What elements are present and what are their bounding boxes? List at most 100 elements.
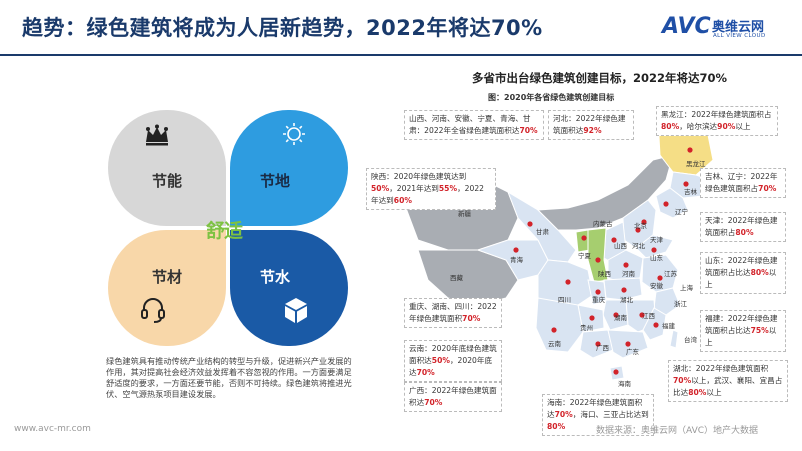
callout-fujian: 福建：2022年绿色建筑面积占比达75%以上 — [700, 310, 786, 352]
callout-value: 70% — [462, 314, 481, 323]
callout-text: 以上 — [705, 268, 777, 289]
province-label: 山西 — [614, 242, 627, 250]
cube-icon — [285, 298, 307, 323]
callout-text: 山东：2022年绿色建筑面积占比达 — [705, 256, 778, 277]
description-text: 绿色建筑具有推动传统产业结构的转型与升级，促进新兴产业发展的作用，其对提高社会经… — [106, 356, 352, 399]
callout-value: 50% — [371, 184, 390, 193]
province-label: 辽宁 — [675, 208, 688, 216]
callout-value: 80% — [688, 388, 707, 397]
province-label: 甘肃 — [536, 228, 549, 236]
callout-value: 80% — [750, 268, 769, 277]
map-pin — [613, 369, 619, 375]
logo-avc-text: AVC — [662, 14, 711, 39]
callout-hainan: 海南：2022年绿色建筑面积达70%，海口、三亚占比达到 80% — [542, 394, 654, 436]
petal-label-energy: 节能 — [152, 172, 183, 190]
province-label: 河南 — [622, 270, 635, 278]
callout-text: ，2020年底达 — [409, 356, 493, 377]
callout-value: 70% — [424, 398, 443, 407]
callout-text: 陕西：2020年绿色建筑达到 — [371, 172, 467, 181]
region-xizang — [417, 249, 519, 306]
map-pin — [595, 257, 601, 263]
map-pin — [641, 219, 647, 225]
callout-value: 70% — [416, 368, 435, 377]
province-label: 北京 — [634, 222, 647, 230]
province-label: 河北 — [632, 242, 645, 250]
map-pin — [657, 275, 663, 281]
province-label: 贵州 — [580, 324, 593, 332]
petal-material: 节材 — [108, 230, 226, 346]
province-label: 天津 — [650, 236, 663, 244]
map-pin — [639, 312, 645, 318]
map-pin — [565, 279, 571, 285]
province-label: 广西 — [596, 344, 609, 352]
province-label: 海南 — [618, 380, 631, 388]
map-pin — [687, 147, 693, 153]
province-label: 上海 — [680, 284, 693, 292]
region-shandong — [635, 234, 674, 259]
map-pin — [581, 235, 587, 241]
map-pins — [513, 147, 693, 375]
callout-text: 以上 — [706, 388, 722, 397]
callout-text: ，2022年达到 — [371, 184, 484, 205]
map-pin — [635, 227, 641, 233]
province-label: 湖北 — [620, 296, 633, 304]
footer-url: www.avc-mr.com — [14, 424, 91, 434]
province-label: 黑龙江 — [686, 160, 706, 168]
petal-label-material: 节材 — [152, 268, 183, 286]
callout-text: 福建：2022年绿色建筑面积占比达 — [705, 314, 778, 335]
callout-value: 70% — [519, 126, 538, 135]
province-label: 广东 — [626, 348, 639, 356]
callout-text: 天津：2022年绿色建筑面积占 — [705, 216, 778, 237]
logo-en-text: ALL VIEW CLOUD — [713, 33, 766, 39]
callout-shanxi-group: 山西、河南、安徽、宁夏、青海、甘肃：2022年全省绿色建筑面积达70% — [404, 110, 544, 140]
map-pin — [683, 181, 689, 187]
callout-value: 80% — [547, 422, 566, 431]
map-pin — [513, 247, 519, 253]
province-label: 山东 — [650, 254, 663, 262]
province-label: 湖南 — [614, 314, 627, 322]
map-pin — [589, 315, 595, 321]
headset-icon — [141, 298, 165, 323]
province-label: 福建 — [662, 322, 675, 330]
province-label: 台湾 — [684, 336, 697, 344]
callout-text: ，2021年达到 — [389, 184, 439, 193]
map-pin — [613, 312, 619, 318]
callout-text: ，海口、三亚占比达到 — [572, 410, 649, 419]
avc-logo: AVC 奥维云网 ALL VIEW CLOUD — [662, 14, 788, 44]
callout-jilin-liaoning: 吉林、辽宁：2022年绿色建筑面积占70% — [700, 168, 786, 198]
header-bar: 趋势：绿色建筑将成为人居新趋势，2022年将达70% AVC 奥维云网 ALL … — [0, 0, 802, 58]
callout-hebei: 河北：2022年绿色建筑面积达92% — [548, 110, 634, 140]
petal-label-water: 节水 — [260, 268, 291, 286]
callout-tianjin: 天津：2022年绿色建筑面积占80% — [700, 212, 786, 242]
callout-value: 75% — [750, 326, 769, 335]
callout-text: 吉林、辽宁：2022年绿色建筑面积占 — [705, 172, 778, 193]
petal-water: 节水 — [230, 230, 348, 346]
callout-text: 湖北：2022年绿色建筑面积 — [673, 364, 769, 373]
callout-value: 80% — [735, 228, 754, 237]
province-label: 青海 — [510, 256, 523, 264]
region-neimenggu — [536, 154, 674, 231]
center-comfort-text: 舒适 — [206, 220, 243, 242]
map-pin — [653, 322, 659, 328]
province-label: 江西 — [642, 312, 655, 320]
map-pin — [623, 262, 629, 268]
callout-value: 70% — [758, 184, 777, 193]
map-pin — [625, 341, 631, 347]
callout-text: 海南：2022年绿色建筑面积达 — [547, 398, 643, 419]
province-label: 西藏 — [450, 274, 463, 282]
province-label: 陕西 — [598, 270, 611, 278]
region-taiwan — [669, 329, 679, 349]
province-label: 内蒙古 — [593, 220, 613, 228]
province-label: 吉林 — [684, 188, 697, 196]
crown-icon — [146, 124, 168, 146]
callout-text: 以上 — [735, 122, 751, 131]
map-pin — [651, 247, 657, 253]
map-pin — [621, 287, 627, 293]
callout-shandong: 山东：2022年绿色建筑面积占比达80%以上 — [700, 252, 786, 294]
page-title: 趋势：绿色建筑将成为人居新趋势，2022年将达70% — [22, 16, 543, 40]
petal-energy: 节能 — [108, 110, 226, 226]
province-label: 重庆 — [592, 296, 605, 304]
callout-value: 70% — [554, 410, 573, 419]
map-pin — [551, 327, 557, 333]
map-pin — [663, 201, 669, 207]
